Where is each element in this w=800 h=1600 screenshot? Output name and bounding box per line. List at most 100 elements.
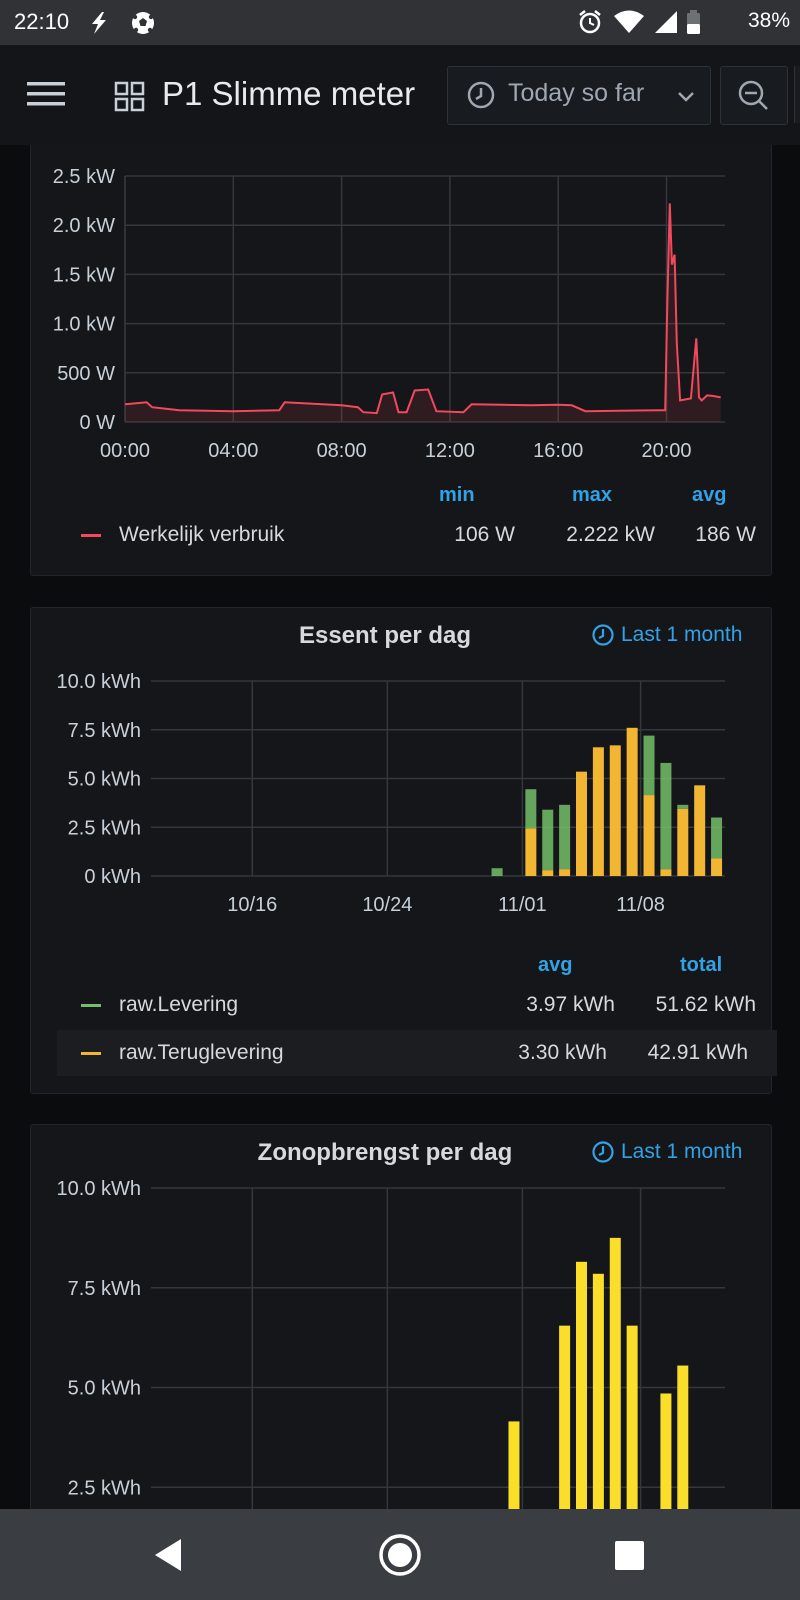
legend-row-teruglevering[interactable]: raw.Teruglevering 3.30 kWh 42.91 kWh	[57, 1030, 777, 1076]
status-time: 22:10	[14, 9, 70, 34]
y-tick-label: 0 W	[79, 412, 115, 434]
bar-teruglevering	[525, 828, 537, 876]
flash-icon	[92, 12, 106, 34]
bar-levering	[660, 762, 672, 870]
soccer-ball-icon	[132, 12, 154, 34]
legend-swatch	[81, 534, 101, 537]
zon-chart[interactable]: 2.5 kWh 5.0 kWh 7.5 kWh 10.0 kWh	[31, 1175, 771, 1535]
y-tick-label: 10.0 kWh	[57, 671, 141, 693]
bar-levering	[525, 789, 537, 829]
dashboard-grid-icon	[114, 81, 145, 112]
bar-teruglevering	[592, 747, 604, 876]
hamburger-menu-icon	[27, 82, 65, 106]
bar-teruglevering	[542, 870, 554, 876]
dashboard-header: P1 Slimme meter Today so far	[0, 45, 800, 145]
legend-series-name: raw.Teruglevering	[119, 1041, 284, 1064]
legend-header-avg[interactable]: avg	[692, 484, 727, 506]
legend-row-werkelijk-verbruik[interactable]: Werkelijk verbruik 106 W 2.222 kW 186 W	[81, 512, 761, 558]
bar-levering	[491, 868, 503, 876]
status-right-icons	[579, 10, 700, 34]
x-tick-label: 12:00	[425, 440, 475, 462]
legend-series-name: Werkelijk verbruik	[119, 523, 285, 546]
bar-teruglevering	[677, 808, 689, 876]
battery-percent: 38%	[747, 9, 790, 32]
bar-zonopbrengst	[508, 1421, 520, 1535]
x-tick-label: 08:00	[317, 440, 367, 462]
bar-teruglevering	[609, 745, 621, 876]
y-tick-label: 10.0 kWh	[57, 1178, 141, 1200]
zoom-out-icon	[738, 80, 768, 110]
status-left-icons	[92, 12, 154, 34]
y-tick-label: 0 kWh	[84, 866, 141, 888]
time-range-label: Today so far	[508, 79, 645, 107]
bar-zonopbrengst	[592, 1273, 604, 1535]
y-tick-label: 7.5 kWh	[68, 1278, 141, 1300]
y-tick-label: 2.5 kWh	[68, 817, 141, 839]
alarm-icon	[579, 10, 601, 34]
legend-header-total[interactable]: total	[680, 954, 723, 976]
bar-zonopbrengst	[660, 1393, 672, 1535]
battery-icon	[687, 10, 700, 34]
chevron-down-icon	[678, 92, 694, 102]
panel-verbruik: 0 W 500 W 1.0 kW 1.5 kW 2.0 kW 2.5 kW 00:00 04:…	[30, 145, 772, 576]
time-range-picker[interactable]: Today so far	[447, 66, 711, 125]
more-controls-edge[interactable]	[794, 66, 800, 123]
bar-zonopbrengst	[677, 1365, 689, 1535]
verbruik-chart[interactable]: 0 W 500 W 1.0 kW 1.5 kW 2.0 kW 2.5 kW 00:00 04:…	[31, 145, 771, 465]
signal-icon	[655, 11, 677, 33]
bar-levering	[711, 817, 723, 859]
x-tick-label: 10/16	[227, 894, 277, 916]
bar-teruglevering	[576, 771, 587, 876]
home-circle-icon	[379, 1534, 421, 1576]
y-tick-label: 1.0 kW	[53, 314, 115, 336]
legend-header-avg[interactable]: avg	[538, 954, 573, 976]
page-title[interactable]: P1 Slimme meter	[162, 75, 416, 112]
time-info-label: Last 1 month	[621, 623, 743, 646]
home-button[interactable]	[370, 1529, 430, 1581]
y-tick-label: 5.0 kWh	[68, 769, 141, 791]
bar-zonopbrengst	[559, 1325, 571, 1535]
zoom-out-button[interactable]	[720, 66, 788, 125]
menu-button[interactable]	[24, 79, 70, 109]
panel-essent: Essent per dag Last 1 month 0 kWh 2.5 kWh…	[30, 607, 777, 1094]
legend-swatch	[81, 1004, 101, 1007]
back-triangle-icon	[155, 1539, 181, 1571]
panel-title-zonopbrengst[interactable]: Zonopbrengst per dag	[257, 1139, 513, 1166]
time-info-label: Last 1 month	[621, 1140, 743, 1163]
clock-icon	[467, 81, 495, 109]
bar-teruglevering	[694, 785, 706, 876]
series-line-werkelijk-verbruik	[124, 203, 721, 415]
clock-icon	[592, 1141, 614, 1163]
bar-zonopbrengst	[576, 1261, 587, 1535]
wifi-icon	[614, 10, 644, 33]
bar-levering	[677, 804, 689, 809]
legend-total-value: 51.62 kWh	[655, 993, 756, 1016]
legend-row-levering[interactable]: raw.Levering 3.97 kWh 51.62 kWh	[81, 982, 761, 1028]
x-tick-label: 16:00	[533, 440, 583, 462]
android-nav-bar	[0, 1509, 800, 1600]
bar-levering	[542, 809, 554, 871]
y-tick-label: 5.0 kWh	[68, 1378, 141, 1400]
essent-chart[interactable]: 0 kWh 2.5 kWh 5.0 kWh 7.5 kWh 10.0 kWh 10/16 1…	[31, 658, 771, 988]
back-button[interactable]	[140, 1529, 200, 1581]
y-tick-label: 2.5 kW	[53, 166, 115, 188]
x-tick-label: 00:00	[100, 440, 150, 462]
recents-square-icon	[615, 1541, 644, 1570]
bar-teruglevering	[643, 795, 655, 876]
y-tick-label: 500 W	[57, 363, 115, 385]
legend-max-value: 2.222 kW	[566, 523, 655, 546]
legend-series-name: raw.Levering	[119, 993, 239, 1016]
bar-levering	[559, 804, 571, 870]
legend-avg-value: 3.97 kWh	[526, 993, 615, 1016]
clock-icon	[592, 624, 614, 646]
panel-title-essent[interactable]: Essent per dag	[298, 622, 472, 649]
legend-header-max[interactable]: max	[572, 484, 613, 506]
x-tick-label: 11/08	[616, 894, 665, 916]
x-tick-label: 20:00	[641, 440, 691, 462]
bar-zonopbrengst	[626, 1325, 638, 1535]
panel-zonopbrengst: Zonopbrengst per dag Last 1 month 2.5 kW…	[30, 1124, 772, 1535]
recents-button[interactable]	[600, 1529, 660, 1581]
legend-avg-value: 3.30 kWh	[518, 1041, 607, 1064]
legend-header-min[interactable]: min	[439, 484, 475, 506]
y-tick-label: 7.5 kWh	[68, 720, 141, 742]
